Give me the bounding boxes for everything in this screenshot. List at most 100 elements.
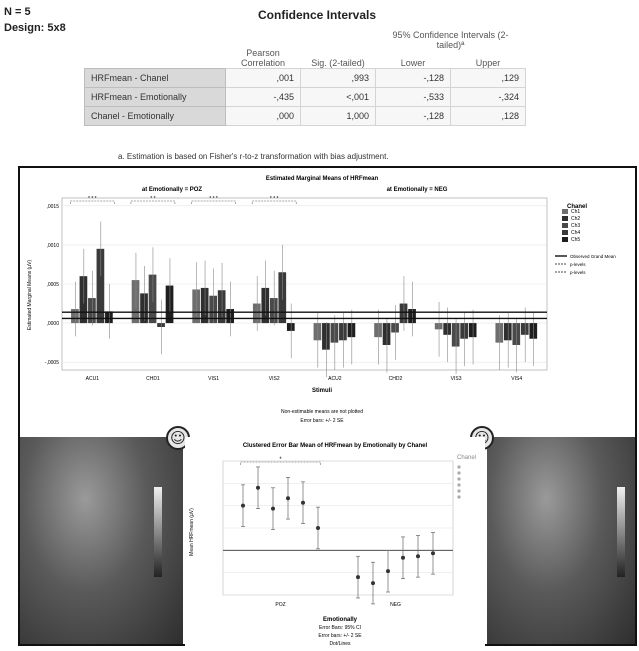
bar-legend-swatch (562, 237, 568, 242)
bar-x-tick-label: VIS3 (451, 376, 462, 382)
bar (105, 311, 113, 324)
bar-significance-mark: * * * (209, 196, 218, 202)
bar (313, 323, 322, 341)
bar (322, 323, 330, 350)
bar (192, 289, 201, 324)
bar (79, 276, 88, 324)
cell-lower: -,128 (375, 68, 451, 88)
err-legend-marker (457, 495, 461, 499)
err-mean-point (401, 555, 405, 560)
cell-upper: ,128 (450, 106, 526, 126)
bar-x-tick-label: CHD1 (146, 376, 160, 382)
bar-x-axis-label: Stimuli (312, 388, 332, 394)
bar (391, 323, 399, 333)
confidence-intervals-table: Pearson Correlation Sig. (2-tailed) 95% … (84, 28, 526, 126)
err-chart-title: Clustered Error Bar Mean of HRFmean by E… (243, 443, 428, 449)
bar-legend-swatch (562, 209, 568, 214)
col-ci-group: 95% Confidence Intervals (2-tailed)ª (392, 30, 509, 50)
bar-legend-label: Ch3 (571, 223, 580, 229)
err-mean-point (241, 503, 245, 508)
cell-upper: -,324 (450, 87, 526, 107)
bar-significance-bracket (130, 200, 176, 204)
bar (468, 323, 477, 338)
err-mean-point (356, 575, 360, 580)
bar (520, 323, 529, 335)
bar (200, 287, 209, 324)
bar (88, 298, 96, 324)
bar (209, 295, 218, 324)
err-x-axis-label: Emotionally (323, 617, 358, 623)
bar-legend-label: p-levels (570, 262, 586, 267)
cell-pearson: ,001 (225, 68, 301, 88)
bar (339, 323, 347, 341)
bar-x-tick-label: ACU2 (328, 376, 342, 382)
err-x-tick-label: POZ (275, 602, 285, 608)
cell-lower: -,128 (375, 106, 451, 126)
bar-legend-swatch (562, 230, 568, 235)
err-mean-point (301, 500, 305, 505)
bar-legend-swatch (562, 216, 568, 221)
colorbar-right (617, 487, 625, 577)
bar (131, 280, 140, 324)
colorbar-left (154, 487, 162, 577)
n-label: N = 5 (4, 6, 31, 18)
bar (278, 272, 287, 324)
err-mean-point (271, 506, 275, 511)
bar (71, 309, 79, 324)
marginal-means-bar-chart: Estimated Marginal Means of HRFmean at E… (27, 176, 616, 424)
bar (261, 287, 270, 324)
col-lower: Lower (400, 58, 426, 68)
bar-significance-bracket (251, 200, 297, 204)
bar-legend-label: Ch4 (571, 230, 580, 236)
bar (408, 309, 416, 324)
bar (252, 303, 261, 324)
bar (165, 285, 174, 324)
err-legend-marker (457, 483, 461, 487)
err-y-axis-label: Mean HRFmean (µV) (189, 508, 195, 556)
bar-legend-label: Observed Grand Mean (570, 254, 616, 259)
err-legend-marker (457, 465, 461, 469)
bar (286, 323, 295, 331)
bar-legend-label: Ch1 (571, 209, 580, 215)
panel-label-left: at Emotionally = POZ (142, 187, 203, 193)
cell-sig: <,001 (300, 87, 376, 107)
err-note-2: Error bars: +/- 2 SE (318, 633, 362, 639)
bar (382, 323, 391, 345)
bar-note-1: Non-estimable means are not plotted (281, 409, 363, 415)
cell-sig: 1,000 (300, 106, 376, 126)
bar (347, 323, 356, 338)
err-mean-point (286, 496, 290, 501)
bar-x-tick-label: VIS2 (269, 376, 280, 382)
bar (443, 323, 452, 335)
bar (512, 323, 521, 345)
bar (451, 323, 460, 347)
bar-significance-mark: * * * (270, 196, 279, 202)
bar-x-tick-label: VIS1 (208, 376, 219, 382)
cell-lower: -,533 (375, 87, 451, 107)
bar-legend-label: p-levels (570, 270, 586, 275)
err-note-3: Dot/Lines (329, 641, 351, 647)
bar-y-axis-label: Estimated Marginal Means (µV) (27, 260, 33, 330)
bar (140, 293, 148, 324)
bar (460, 323, 469, 339)
col-sig: Sig. (2-tailed) (311, 58, 365, 68)
bar-legend-label: Ch2 (571, 216, 580, 222)
bar (330, 323, 339, 343)
bar (157, 323, 165, 327)
err-mean-point (416, 554, 420, 559)
bar-y-tick-label: ,0000 (46, 321, 59, 327)
bar (495, 323, 504, 343)
bar (217, 290, 226, 324)
err-x-tick-label: NEG (390, 602, 401, 608)
table-row: HRFmean - Chanel ,001 ,993 -,128 ,129 (84, 68, 526, 88)
cell-pearson: -,435 (225, 87, 301, 107)
clustered-error-bar-chart: Clustered Error Bar Mean of HRFmean by E… (185, 437, 485, 648)
bar (434, 323, 443, 330)
bar (399, 303, 408, 324)
bar-note-2: Error bars: +/- 2 SE (300, 418, 344, 424)
cell-sig: ,993 (300, 68, 376, 88)
bar (226, 309, 235, 324)
bar (503, 323, 512, 341)
table-row: HRFmean - Emotionally -,435 <,001 -,533 … (84, 87, 526, 107)
err-mean-point (386, 569, 390, 574)
